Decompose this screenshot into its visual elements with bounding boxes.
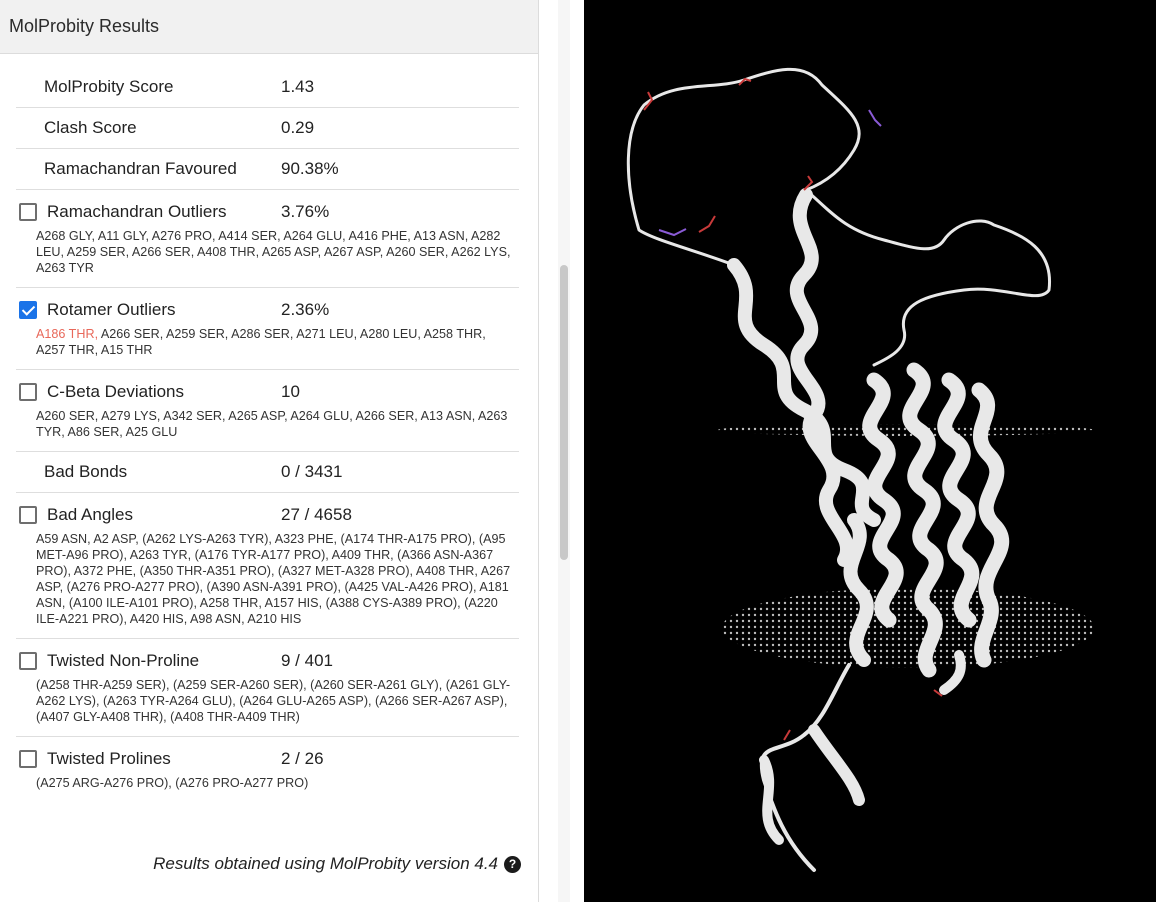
panel-title: MolProbity Results [9, 16, 160, 36]
outlier-details: A268 GLY, A11 GLY, A276 PRO, A414 SER, A… [16, 228, 519, 287]
metric-value: 1.43 [281, 77, 315, 96]
membrane-plane-lower [722, 588, 1094, 668]
outlier-residue-list: (A258 THR-A259 SER), (A259 SER-A260 SER)… [36, 678, 511, 724]
twisted-non-proline-checkbox[interactable] [19, 652, 37, 670]
metric-value: 2.36% [281, 300, 330, 319]
protein-ribbon-render [626, 67, 1094, 872]
metric-row-clash-score: Clash Score 0.29 [16, 108, 519, 149]
version-text: Results obtained using MolProbity versio… [153, 854, 498, 873]
metric-value: 10 [281, 382, 300, 401]
ramachandran-outliers-checkbox[interactable] [19, 203, 37, 221]
bad-angles-checkbox[interactable] [19, 506, 37, 524]
twisted-prolines-checkbox[interactable] [19, 750, 37, 768]
outlier-residue-list: A268 GLY, A11 GLY, A276 PRO, A414 SER, A… [36, 229, 511, 275]
molprobity-results-panel: MolProbity Results MolProbity Score 1.43… [0, 0, 539, 902]
outlier-details: (A275 ARG-A276 PRO), (A276 PRO-A277 PRO) [16, 775, 519, 802]
metric-label: Ramachandran Favoured [44, 159, 237, 178]
version-footer: Results obtained using MolProbity versio… [153, 854, 521, 874]
highlighted-residue[interactable]: A186 THR, [36, 327, 99, 341]
metrics-list: MolProbity Score 1.43 Clash Score 0.29 R… [16, 67, 519, 802]
metric-value: 3.76% [281, 202, 330, 221]
metric-label: Twisted Non-Proline [47, 651, 200, 670]
metric-row-twisted-prolines: Twisted Prolines 2 / 26 (A275 ARG-A276 P… [16, 737, 519, 802]
panel-header: MolProbity Results [0, 0, 538, 54]
metric-label: Ramachandran Outliers [47, 202, 227, 221]
metric-value: 0 / 3431 [281, 462, 343, 481]
metric-label: Rotamer Outliers [47, 300, 176, 319]
outlier-residue-list: A266 SER, A259 SER, A286 SER, A271 LEU, … [36, 327, 486, 357]
metric-value: 90.38% [281, 159, 339, 178]
outlier-details: A59 ASN, A2 ASP, (A262 LYS-A263 TYR), A3… [16, 531, 519, 638]
scrollbar-thumb[interactable] [560, 265, 568, 560]
metric-label: MolProbity Score [44, 77, 174, 96]
outlier-residue-list: A260 SER, A279 LYS, A342 SER, A265 ASP, … [36, 409, 508, 439]
ribbon-coils [626, 67, 1052, 872]
metric-value: 9 / 401 [281, 651, 333, 670]
outlier-residue-list: A59 ASN, A2 ASP, (A262 LYS-A263 TYR), A3… [36, 532, 511, 626]
c-beta-deviations-checkbox[interactable] [19, 383, 37, 401]
metric-value: 0.29 [281, 118, 315, 137]
highlighted-side-chains [643, 77, 943, 741]
metric-row-bad-angles: Bad Angles 27 / 4658 A59 ASN, A2 ASP, (A… [16, 493, 519, 639]
metric-row-bad-bonds: Bad Bonds 0 / 3431 [16, 452, 519, 493]
outlier-residue-list: (A275 ARG-A276 PRO), (A276 PRO-A277 PRO) [36, 776, 309, 790]
metric-row-ramachandran-outliers: Ramachandran Outliers 3.76% A268 GLY, A1… [16, 190, 519, 288]
metric-label: Twisted Prolines [47, 749, 171, 768]
metric-label: Bad Bonds [44, 462, 128, 481]
metric-label: Bad Angles [47, 505, 134, 524]
metric-value: 2 / 26 [281, 749, 324, 768]
metric-label: C-Beta Deviations [47, 382, 185, 401]
metric-row-molprobity-score: MolProbity Score 1.43 [16, 67, 519, 108]
metric-value: 27 / 4658 [281, 505, 352, 524]
protein-structure-viewer[interactable] [584, 0, 1156, 902]
metric-row-c-beta-deviations: C-Beta Deviations 10 A260 SER, A279 LYS,… [16, 370, 519, 452]
outlier-details: A260 SER, A279 LYS, A342 SER, A265 ASP, … [16, 408, 519, 451]
metric-row-rotamer-outliers: Rotamer Outliers 2.36% A186 THR, A266 SE… [16, 288, 519, 370]
metric-row-ramachandran-favoured: Ramachandran Favoured 90.38% [16, 149, 519, 190]
metric-label: Clash Score [44, 118, 137, 137]
outlier-details: (A258 THR-A259 SER), (A259 SER-A260 SER)… [16, 677, 519, 736]
question-circle-icon[interactable]: ? [504, 855, 521, 873]
metric-row-twisted-non-proline: Twisted Non-Proline 9 / 401 (A258 THR-A2… [16, 639, 519, 737]
outlier-details: A186 THR, A266 SER, A259 SER, A286 SER, … [16, 326, 519, 369]
rotamer-outliers-checkbox[interactable] [19, 301, 37, 319]
